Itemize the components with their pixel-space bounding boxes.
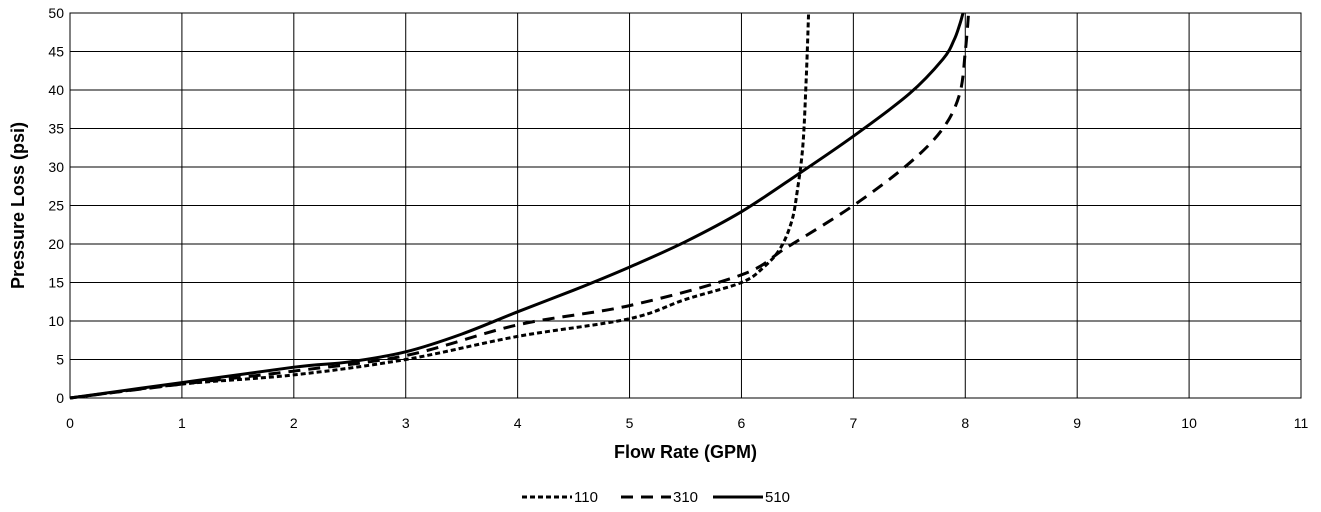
series-310-line: [69, 12, 971, 400]
x-tick-label: 11: [1294, 415, 1309, 431]
x-tick-label: 9: [1073, 415, 1081, 431]
y-tick-label: 35: [48, 121, 64, 137]
legend-label-510: 510: [765, 489, 790, 506]
x-tick-label: 7: [849, 415, 857, 431]
x-tick-label: 10: [1181, 415, 1197, 431]
y-tick-label: 5: [56, 352, 64, 368]
legend-label-310: 310: [673, 489, 698, 506]
x-tick-label: 4: [514, 415, 522, 431]
y-tick-label: 15: [48, 275, 64, 291]
x-axis-tick-labels: 0 1 2 3 4 5 6 7 8 9 10 11: [66, 415, 1308, 431]
plot-area-border: [69, 12, 1302, 399]
x-tick-label: 0: [66, 415, 74, 431]
x-tick-label: 6: [738, 415, 746, 431]
x-tick-label: 5: [626, 415, 634, 431]
x-tick-label: 3: [402, 415, 410, 431]
y-tick-label: 0: [56, 390, 64, 406]
x-tick-label: 2: [290, 415, 298, 431]
y-tick-label: 10: [48, 313, 64, 329]
y-tick-label: 50: [48, 5, 64, 21]
y-tick-label: 25: [48, 198, 64, 214]
y-tick-label: 45: [48, 44, 64, 60]
y-tick-label: 40: [48, 82, 64, 98]
y-axis-title: Pressure Loss (psi): [8, 122, 28, 289]
series-510-line: [69, 12, 965, 400]
series-group: [69, 12, 971, 400]
x-axis-title: Flow Rate (GPM): [614, 442, 757, 462]
y-tick-label: 30: [48, 159, 64, 175]
y-tick-label: 20: [48, 236, 64, 252]
x-tick-label: 1: [178, 415, 186, 431]
series-110-line: [69, 12, 811, 400]
x-tick-label: 8: [961, 415, 969, 431]
legend: 110 310 510: [522, 489, 790, 506]
legend-label-110: 110: [574, 489, 598, 506]
grid: [69, 12, 1302, 399]
y-axis-tick-labels: 0 5 10 15 20 25 30 35 40 45 50: [48, 5, 64, 406]
